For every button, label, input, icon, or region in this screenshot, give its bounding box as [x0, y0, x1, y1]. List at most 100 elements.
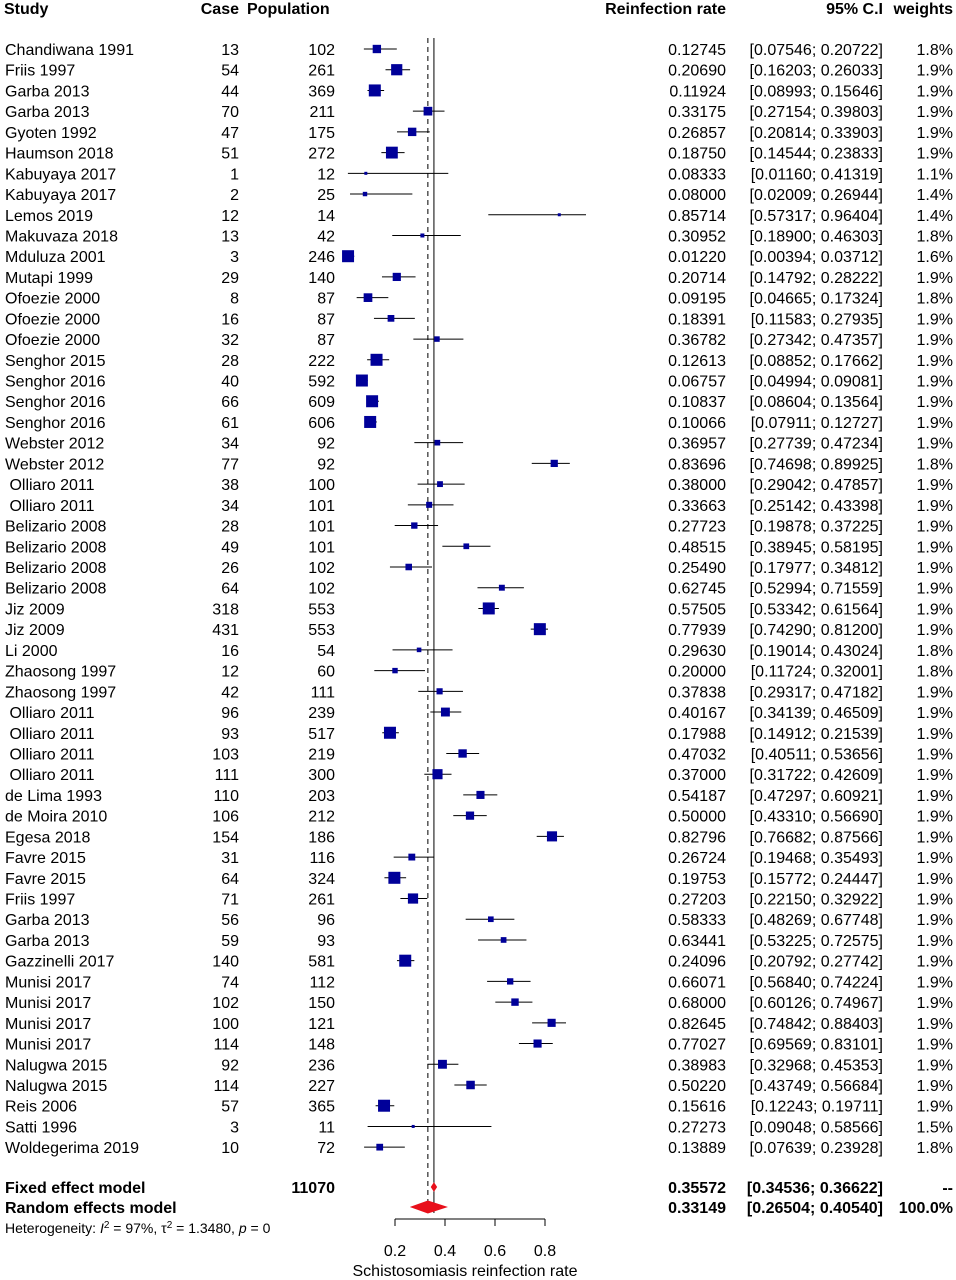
study-label: Olliaro 2011 [5, 705, 95, 722]
estimate-square [363, 293, 373, 302]
weight-value: 1.9% [917, 767, 953, 784]
estimate-square [383, 726, 396, 739]
study-label: Olliaro 2011 [5, 726, 95, 743]
estimate-square [500, 937, 507, 943]
case-value: 12 [221, 208, 239, 225]
ci-value: [0.08993; 0.15646] [750, 83, 883, 100]
estimate-square [465, 811, 475, 820]
estimate-square [368, 84, 381, 97]
population-value: 14 [317, 208, 335, 225]
case-value: 49 [221, 539, 239, 556]
case-value: 96 [221, 705, 239, 722]
study-label: Makuvaza 2018 [5, 228, 118, 245]
population-value: 324 [308, 871, 335, 888]
weight-value: 1.9% [917, 705, 953, 722]
weight-value: 1.9% [917, 1016, 953, 1033]
weight-value: 1.9% [917, 519, 953, 536]
estimate-square [408, 853, 416, 861]
weight-value: 1.8% [917, 291, 953, 308]
estimate-square [362, 191, 368, 197]
study-label: Munisi 2017 [5, 995, 91, 1012]
case-value: 57 [221, 1099, 239, 1116]
study-label: Belizario 2008 [5, 539, 107, 556]
ci-value: [0.04994; 0.09081] [750, 374, 883, 391]
ci-value: [0.74290; 0.81200] [750, 622, 883, 639]
rate-value: 0.20000 [668, 664, 726, 681]
population-value: 42 [317, 228, 335, 245]
rate-value: 0.18750 [668, 146, 726, 163]
estimate-square [511, 998, 519, 1006]
ci-value: [0.11724; 0.32001] [751, 664, 883, 681]
rate-value: 0.36782 [668, 332, 726, 349]
weight-value: 1.9% [917, 353, 953, 370]
ci-value: [0.43749; 0.56684] [750, 1078, 883, 1095]
rate-value: 0.10837 [668, 394, 726, 411]
weight-value: 1.8% [917, 42, 953, 59]
rate-value: 0.58333 [668, 912, 726, 929]
estimate-square [488, 916, 494, 923]
estimate-square [387, 314, 395, 322]
rate-value: 0.08333 [668, 166, 726, 183]
study-label: Olliaro 2011 [5, 746, 95, 763]
estimate-square [437, 481, 443, 488]
weight-value: 1.9% [917, 560, 953, 577]
ci-value: [0.19014; 0.43024] [750, 643, 883, 660]
case-value: 140 [212, 954, 239, 971]
population-value: 365 [308, 1099, 335, 1116]
ci-value: [0.38945; 0.58195] [750, 539, 883, 556]
estimate-square [388, 871, 401, 884]
case-value: 31 [221, 850, 239, 867]
population-value: 121 [308, 1016, 335, 1033]
ci-value: [0.07911; 0.12727] [751, 415, 883, 432]
estimate-square [392, 667, 398, 674]
ci-value: [0.18900; 0.46303] [750, 228, 883, 245]
population-value: 517 [308, 726, 335, 743]
case-value: 34 [221, 436, 239, 453]
population-value: 606 [308, 415, 335, 432]
population-value: 87 [317, 311, 335, 328]
estimate-square [546, 831, 558, 842]
ci-value: [0.19468; 0.35493] [750, 850, 883, 867]
estimate-square [342, 250, 355, 263]
weight-value: 1.9% [917, 1057, 953, 1074]
ci-value: [0.43310; 0.56690] [750, 809, 883, 826]
ci-value: [0.76682; 0.87566] [750, 829, 883, 846]
rate-value: 0.37838 [668, 684, 726, 701]
ci-value: [0.19878; 0.37225] [750, 519, 883, 536]
weight-value: 1.1% [917, 166, 953, 183]
rate-value: 0.47032 [668, 746, 726, 763]
study-label: Olliaro 2011 [5, 498, 95, 515]
case-value: 111 [215, 767, 239, 784]
estimate-square [385, 146, 398, 159]
study-label: Webster 2012 [5, 436, 104, 453]
study-label: Senghor 2016 [5, 374, 106, 391]
case-value: 92 [221, 1057, 239, 1074]
population-value: 369 [308, 83, 335, 100]
estimate-square [466, 1080, 475, 1090]
rate-value: 0.50000 [668, 809, 726, 826]
population-value: 239 [308, 705, 335, 722]
case-value: 34 [221, 498, 239, 515]
case-value: 154 [212, 829, 239, 846]
case-value: 66 [221, 394, 239, 411]
weight-value: 1.9% [917, 581, 953, 598]
ci-value: [0.11583; 0.27935] [751, 311, 883, 328]
ci-value: [0.29042; 0.47857] [750, 477, 883, 494]
ci-value: [0.53342; 0.61564] [750, 601, 883, 618]
rate-value: 0.20714 [668, 270, 726, 287]
study-label: Senghor 2016 [5, 394, 106, 411]
study-label: Munisi 2017 [5, 974, 91, 991]
estimate-square [405, 563, 412, 571]
estimate-square [378, 1099, 391, 1112]
ci-value: [0.15772; 0.24447] [750, 871, 883, 888]
population-value: 92 [317, 456, 335, 473]
population-value: 92 [317, 436, 335, 453]
case-value: 3 [230, 1119, 239, 1136]
ci-value: [0.34139; 0.46509] [750, 705, 883, 722]
estimate-square [407, 127, 417, 137]
population-value: 87 [317, 332, 335, 349]
study-label: Mduluza 2001 [5, 249, 106, 266]
weight-value: 1.8% [917, 1140, 953, 1157]
case-value: 10 [221, 1140, 239, 1157]
ci-value: [0.07546; 0.20722] [750, 42, 883, 59]
